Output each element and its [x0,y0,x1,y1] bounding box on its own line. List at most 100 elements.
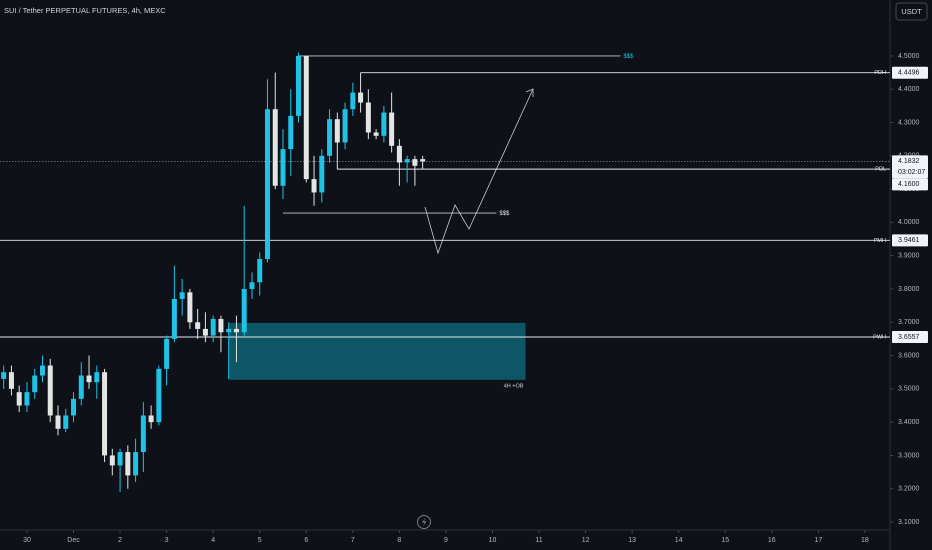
icon-circle[interactable] [417,515,431,529]
currency-button[interactable] [895,2,928,21]
level-price-label: 4.1600 [898,181,920,188]
y-tick-label: 3.6000 [898,352,920,359]
x-tick-label: 15 [721,537,729,544]
countdown-label: 03:02:07 [898,169,925,176]
level-price-box [892,234,928,247]
level-price-box [892,178,928,191]
level-price-box [892,66,928,79]
candle-body [404,159,410,163]
y-tick-label: 3.2000 [898,486,920,493]
candle-body [63,415,69,429]
y-tick-label: 3.4000 [898,419,920,426]
candle-body [280,149,286,186]
x-tick-label: 8 [397,537,401,544]
x-tick-label: 13 [628,537,636,544]
y-tick-label: 4.3000 [898,119,920,126]
projection-arrowhead [525,88,534,97]
candle-body [32,375,38,393]
x-tick-label: 12 [582,537,590,544]
candle-body [55,415,61,429]
candle-body [241,288,247,333]
candle-body [296,55,302,116]
candle-body [78,375,84,399]
level-price-label: 3.9461 [898,237,920,244]
x-tick-label: 6 [304,537,308,544]
y-tick-label: 4.5000 [898,53,920,60]
x-tick-label: Dec [67,537,80,544]
candle-body [156,368,162,423]
candle-body [164,338,170,369]
candle-body [16,392,22,406]
level-name: PMH [874,238,886,244]
x-tick-label: 4 [211,537,215,544]
candle-body [218,318,224,333]
x-tick-label: 11 [535,537,542,544]
candle-body [24,392,30,406]
candle-body [210,318,216,336]
last-price-box [892,155,928,179]
candle-body [311,179,317,193]
y-tick-label: 4.0000 [898,219,920,226]
liquidity-label: $$$ [499,211,510,217]
currency-label[interactable]: USDT [901,7,922,16]
candle-body [420,159,426,162]
x-tick-label: 7 [351,537,355,544]
candle-body [226,328,232,333]
candle-body [303,55,309,180]
candle-body [140,415,146,453]
candle-body [117,452,123,466]
level-price-label: 4.4496 [898,70,920,77]
x-tick-label: 3 [165,537,169,544]
candle-body [264,109,270,260]
candle-body [342,109,348,143]
candle-body [358,92,364,103]
candle-body [288,115,294,150]
x-tick-label: 9 [444,537,448,544]
candle-body [272,109,278,186]
x-tick-label: 18 [861,537,869,544]
candle-body [86,375,92,383]
candle-body [327,119,333,156]
candle-body [412,159,418,166]
y-tick-label: 3.8000 [898,286,920,293]
level-price-label: 3.6557 [898,334,920,341]
candle-body [94,372,100,383]
projection-path [424,88,534,255]
liquidity-label: $$$ [624,54,635,60]
last-price-label: 4.1832 [898,158,920,165]
candle-body [109,455,115,466]
icon-bolt[interactable] [422,517,427,527]
candle-body [133,452,139,476]
x-tick-label: 16 [768,537,776,544]
candle-body [389,112,395,146]
candle-body [233,328,239,333]
candle-body [148,415,154,423]
candle-body [381,112,387,136]
chart-title: SUI / Tether PERPETUAL FUTURES, 4h, MEXC [4,6,166,15]
candle-body [47,365,53,416]
candle-body [102,372,108,456]
candle-body [373,132,379,136]
candle-body [257,259,263,283]
candle-body [187,292,193,323]
y-tick-label: 3.7000 [898,319,920,326]
zone-label: 4H +OB [504,383,524,389]
candle-body [334,119,340,143]
y-tick-label: 3.9000 [898,253,920,260]
y-tick-label: 3.5000 [898,386,920,393]
candle-body [350,92,356,110]
candle-body [39,365,45,376]
x-tick-label: 14 [675,537,683,544]
candle-body [195,322,201,329]
candle-body [71,398,77,416]
y-tick-label: 3.3000 [898,452,920,459]
replay-icon[interactable] [417,515,431,529]
candle-body [202,328,208,336]
x-tick-label: 17 [814,537,822,544]
candle-body [249,282,255,289]
candle-body [171,298,177,339]
level-name: PDH [874,70,886,76]
candle-body [179,292,185,299]
